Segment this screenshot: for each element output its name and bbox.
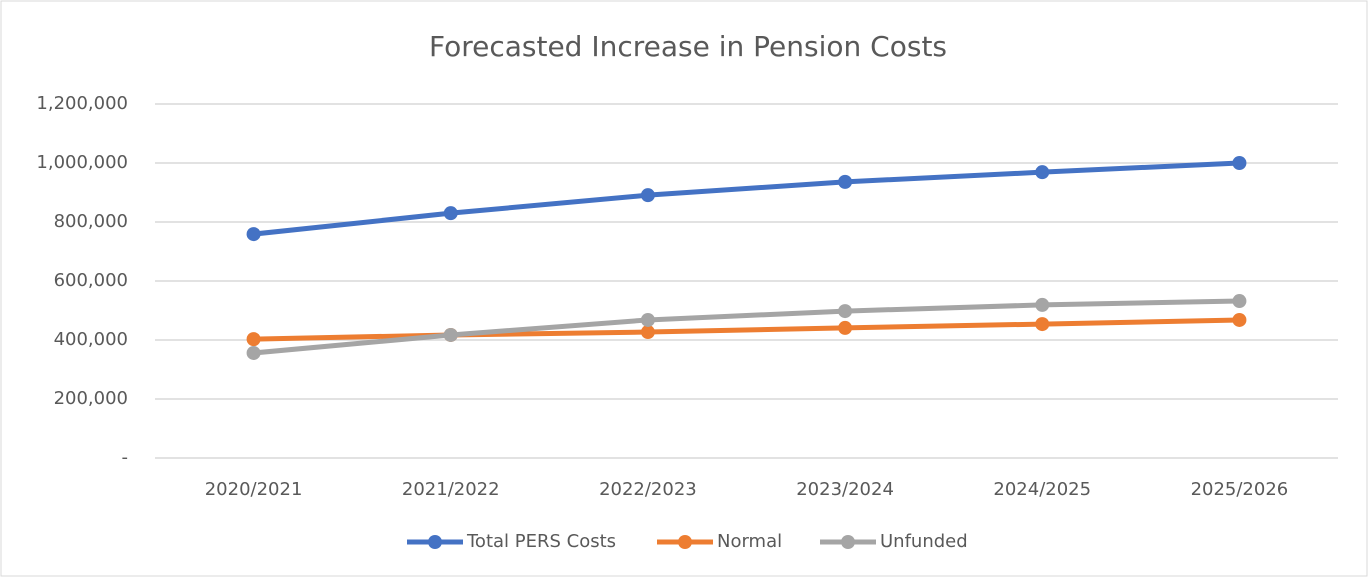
x-tick-label: 2021/2022 (402, 479, 500, 500)
data-point (640, 312, 655, 327)
legend-label: Total PERS Costs (466, 531, 616, 552)
x-tick-label: 2025/2026 (1191, 479, 1289, 500)
legend-marker (428, 535, 442, 549)
data-point (1232, 156, 1247, 170)
data-point (640, 325, 655, 340)
x-tick-label: 2024/2025 (993, 479, 1091, 500)
data-point (838, 174, 853, 189)
data-point (1232, 312, 1247, 327)
data-point (246, 345, 261, 360)
data-point (640, 188, 655, 203)
legend-marker (841, 535, 855, 549)
legend-marker (678, 535, 692, 549)
data-point (246, 227, 261, 242)
data-point (838, 320, 853, 335)
y-tick-label: 1,000,000 (36, 152, 128, 173)
y-tick-label: - (122, 447, 129, 468)
chart-title: Forecasted Increase in Pension Costs (429, 30, 947, 63)
data-point (246, 332, 261, 347)
y-tick-label: 800,000 (54, 211, 128, 232)
data-point (1035, 165, 1050, 180)
data-point (1035, 297, 1050, 312)
y-tick-label: 1,200,000 (36, 93, 128, 114)
series-line (253, 298, 1240, 356)
y-tick-label: 400,000 (54, 329, 128, 350)
x-tick-label: 2022/2023 (599, 479, 697, 500)
data-point (443, 206, 458, 221)
legend-label: Unfunded (880, 531, 968, 552)
data-point (1035, 317, 1050, 332)
data-point (838, 304, 853, 319)
x-tick-label: 2020/2021 (205, 479, 303, 500)
series-line (253, 160, 1240, 237)
data-point (1232, 294, 1247, 309)
data-point (443, 327, 458, 342)
y-tick-label: 600,000 (54, 270, 128, 291)
y-tick-label: 200,000 (54, 388, 128, 409)
legend-label: Normal (717, 531, 782, 552)
x-tick-label: 2023/2024 (796, 479, 894, 500)
